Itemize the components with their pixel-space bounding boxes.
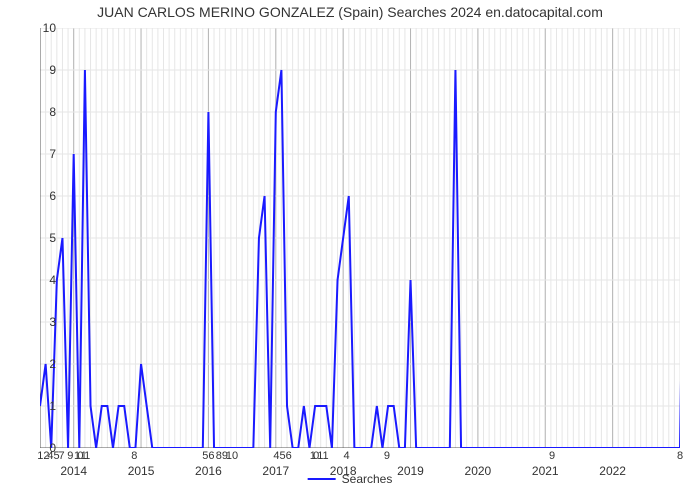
chart-plot: [40, 28, 680, 448]
value-label: 9: [67, 450, 73, 462]
x-tick-label: 2020: [465, 464, 492, 478]
value-label: 1: [84, 450, 90, 462]
value-label: 9: [384, 450, 390, 462]
y-tick-label: 4: [26, 273, 56, 287]
x-tick-label: 2017: [262, 464, 289, 478]
value-label: 56: [202, 450, 214, 462]
chart-title: JUAN CARLOS MERINO GONZALEZ (Spain) Sear…: [0, 4, 700, 20]
y-tick-label: 8: [26, 105, 56, 119]
value-label: 456: [273, 450, 291, 462]
value-label: 7: [58, 450, 64, 462]
y-tick-label: 5: [26, 231, 56, 245]
x-tick-label: 2022: [599, 464, 626, 478]
y-tick-label: 2: [26, 357, 56, 371]
value-label: 11: [317, 450, 328, 462]
y-tick-label: 6: [26, 189, 56, 203]
y-tick-label: 3: [26, 315, 56, 329]
x-tick-label: 2014: [60, 464, 87, 478]
x-tick-label: 2018: [330, 464, 357, 478]
y-tick-label: 9: [26, 63, 56, 77]
value-label: 4: [343, 450, 349, 462]
y-tick-label: 10: [26, 21, 56, 35]
x-tick-label: 2021: [532, 464, 559, 478]
legend-swatch: [308, 478, 336, 480]
value-label: 8: [677, 450, 683, 462]
value-label: 9: [549, 450, 555, 462]
value-label: 10: [226, 450, 238, 462]
x-tick-label: 2016: [195, 464, 222, 478]
x-tick-label: 2019: [397, 464, 424, 478]
y-tick-label: 7: [26, 147, 56, 161]
value-label: 8: [131, 450, 137, 462]
y-tick-label: 1: [26, 399, 56, 413]
x-tick-label: 2015: [128, 464, 155, 478]
